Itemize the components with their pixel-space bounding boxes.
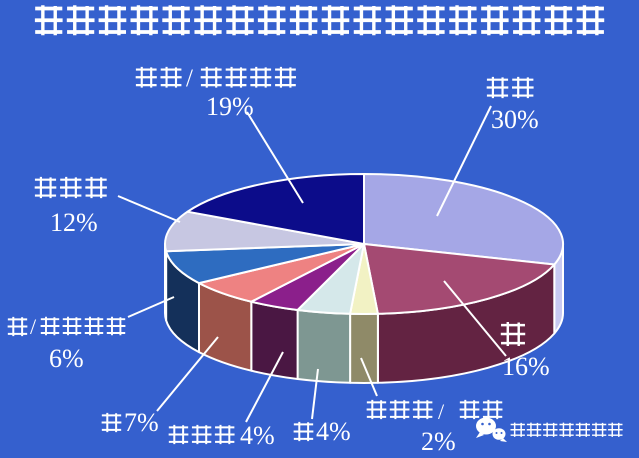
svg-text:/: / [30, 314, 37, 339]
svg-text:7%: 7% [124, 408, 159, 437]
svg-text:6%: 6% [49, 344, 84, 373]
svg-text:4%: 4% [316, 417, 351, 446]
svg-text:/: / [438, 399, 445, 424]
svg-text:4%: 4% [240, 421, 275, 450]
svg-text:16%: 16% [502, 352, 550, 381]
svg-text:2%: 2% [421, 427, 456, 456]
svg-text:/: / [186, 65, 193, 92]
svg-text:30%: 30% [491, 105, 539, 134]
svg-text:12%: 12% [50, 208, 98, 237]
svg-text:19%: 19% [206, 92, 254, 121]
